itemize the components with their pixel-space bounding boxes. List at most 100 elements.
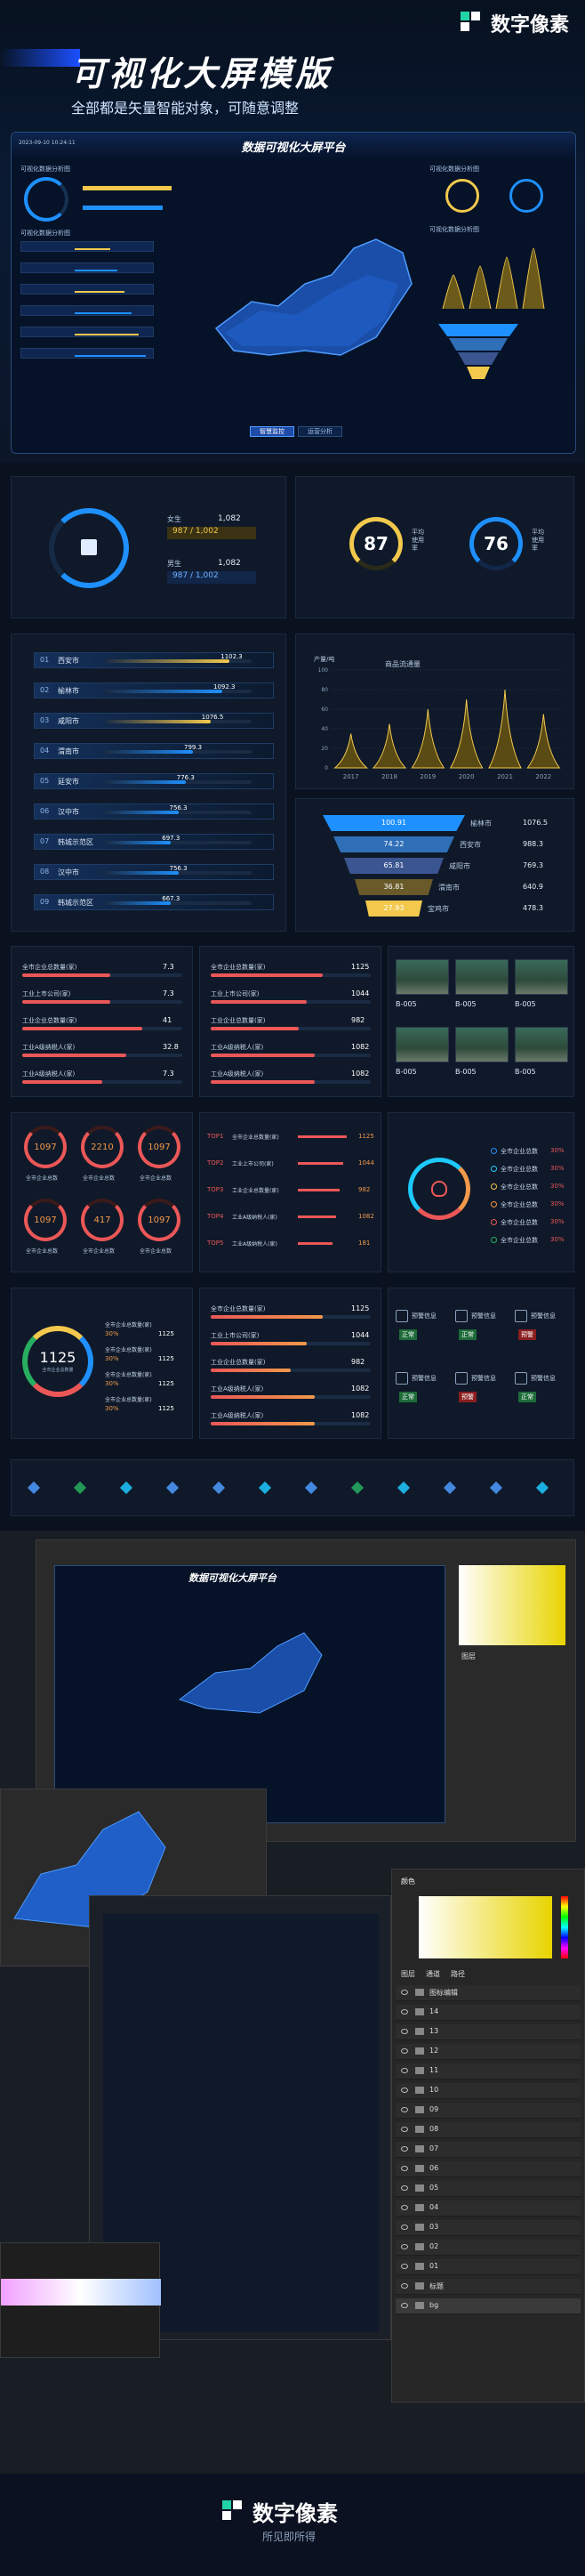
alarm-status[interactable]: 正常 — [518, 1392, 536, 1402]
ps-layer-row[interactable]: bg — [396, 2298, 581, 2314]
ps-layer-name: 图标编辑 — [429, 1989, 458, 1997]
decor-icon — [258, 1481, 272, 1495]
rank-value: 1102.3 — [220, 653, 243, 660]
mini-rank-row — [20, 305, 154, 316]
ps-layer-row[interactable]: 14 — [396, 2005, 581, 2021]
alarm-title: 预警信息 — [471, 1312, 496, 1320]
eye-icon[interactable] — [401, 2303, 408, 2308]
funnel-name: 咸阳市 — [449, 862, 470, 870]
rings-card: 1097 全市企业总数 2210 全市企业总数 1097 全市企业总数 1097 全市企业总数… — [11, 1112, 193, 1272]
funnel-segment: 100.91 — [323, 815, 465, 831]
ps-color-field[interactable] — [419, 1896, 552, 1958]
folder-icon — [415, 2008, 424, 2015]
eye-icon[interactable] — [401, 2185, 408, 2191]
camera-label: B-005 — [515, 1000, 536, 1008]
ps-layer-row[interactable]: 05 — [396, 2181, 581, 2197]
ps-layer-row[interactable]: 标题 — [396, 2279, 581, 2295]
ps-hue-slider[interactable] — [561, 1896, 568, 1958]
eye-icon[interactable] — [401, 2225, 408, 2230]
eye-icon[interactable] — [401, 2048, 408, 2054]
rank-no: 08 — [40, 868, 50, 876]
tab-analysis[interactable]: 运营分析 — [298, 426, 342, 437]
ps-layer-row[interactable]: 09 — [396, 2103, 581, 2119]
camera-thumbnail[interactable] — [396, 1027, 449, 1062]
eye-icon[interactable] — [401, 2264, 408, 2269]
ps-layer-row[interactable]: 03 — [396, 2220, 581, 2236]
top-value: 1082 — [358, 1213, 374, 1220]
eye-icon[interactable] — [401, 2127, 408, 2132]
eye-icon[interactable] — [401, 2009, 408, 2015]
alarm-status[interactable]: 预警 — [518, 1329, 536, 1340]
ps-layer-row[interactable]: 13 — [396, 2024, 581, 2040]
rank-no: 02 — [40, 686, 50, 694]
x-tick-label: 2022 — [535, 773, 551, 780]
ps-color-picker[interactable] — [459, 1565, 565, 1645]
bar-track — [211, 1315, 371, 1319]
eye-icon[interactable] — [401, 2205, 408, 2210]
ps-layer-name: 02 — [429, 2242, 439, 2250]
ring-label: 全市企业总数 — [83, 1248, 116, 1255]
alarm-status[interactable]: 正常 — [459, 1329, 477, 1340]
stats-ring — [49, 508, 129, 588]
alarm-icon — [396, 1372, 408, 1385]
rank-value: 756.3 — [169, 804, 188, 812]
funnel-name: 西安市 — [460, 841, 481, 849]
ring-stat: 1097 — [24, 1126, 67, 1168]
folder-icon — [415, 2087, 424, 2094]
ps-layers-tab[interactable]: 图层 — [461, 1652, 476, 1660]
eye-icon[interactable] — [401, 2283, 408, 2289]
ps-layer-row[interactable]: 图标编辑 — [396, 1985, 581, 2001]
bar-fill — [22, 973, 110, 977]
top-value: 982 — [358, 1186, 371, 1193]
ps-tab-layers[interactable]: 图层 — [401, 1970, 415, 1978]
male-value: 1,082 — [218, 559, 241, 568]
eye-icon[interactable] — [401, 2146, 408, 2152]
eye-icon[interactable] — [401, 2087, 408, 2093]
ps-layer-row[interactable]: 01 — [396, 2259, 581, 2275]
eye-icon[interactable] — [401, 2107, 408, 2112]
ps-layer-row[interactable]: 10 — [396, 2083, 581, 2099]
ps-layer-row[interactable]: 04 — [396, 2201, 581, 2217]
ps-layer-row[interactable]: 08 — [396, 2122, 581, 2138]
rank-name: 榆林市 — [58, 687, 79, 695]
bar-track — [211, 1080, 371, 1084]
eye-icon[interactable] — [401, 2029, 408, 2034]
camera-thumbnail[interactable] — [515, 1027, 568, 1062]
bar-label: 工业A级纳税人(家) — [211, 1044, 264, 1051]
legend-dot — [491, 1183, 497, 1190]
eye-icon[interactable] — [401, 2244, 408, 2249]
ps-layer-row[interactable]: 11 — [396, 2063, 581, 2079]
bar-label: 工业A级纳税人(家) — [211, 1385, 264, 1393]
top-card: TOP1 全市企业总数量(家) 1125 TOP2 工业上市公司(家) 1044 TOP3 工… — [199, 1112, 381, 1272]
alarm-status[interactable]: 预警 — [459, 1392, 477, 1402]
camera-thumbnail[interactable] — [455, 1027, 509, 1062]
eye-icon[interactable] — [401, 2166, 408, 2171]
rank-no: 05 — [40, 777, 50, 785]
rank-value: 799.3 — [184, 744, 203, 751]
ps-tab-paths[interactable]: 路径 — [451, 1970, 465, 1978]
bar-fill — [211, 1395, 315, 1399]
brand-logo: 数字像素 — [460, 9, 569, 37]
left-panel2-title: 可视化数据分析图 — [20, 230, 70, 237]
ps-layer-row[interactable]: 02 — [396, 2240, 581, 2256]
ps-layer-row[interactable]: 07 — [396, 2142, 581, 2158]
alarm-status[interactable]: 正常 — [399, 1392, 417, 1402]
bar-value: 1044 — [351, 989, 370, 997]
ps-tab-channels[interactable]: 通道 — [426, 1970, 440, 1978]
ps-layer-name: 04 — [429, 2203, 439, 2211]
tab-monitor[interactable]: 智慧监控 — [250, 426, 294, 437]
camera-thumbnail[interactable] — [455, 959, 509, 995]
donut-item-pct: 30% — [105, 1330, 119, 1337]
camera-thumbnail[interactable] — [515, 959, 568, 995]
ps-layer-name: 05 — [429, 2184, 439, 2192]
camera-thumbnail[interactable] — [396, 959, 449, 995]
eye-icon[interactable] — [401, 2068, 408, 2073]
ps-layer-row[interactable]: 12 — [396, 2044, 581, 2060]
eye-icon[interactable] — [401, 1990, 408, 1995]
funnel-segment: 74.22 — [333, 836, 454, 852]
top-rank: TOP5 — [207, 1240, 224, 1247]
funnel-name: 榆林市 — [470, 820, 492, 828]
ps-layer-row[interactable]: 06 — [396, 2161, 581, 2177]
alarm-status[interactable]: 正常 — [399, 1329, 417, 1340]
legend-dot — [491, 1219, 497, 1225]
